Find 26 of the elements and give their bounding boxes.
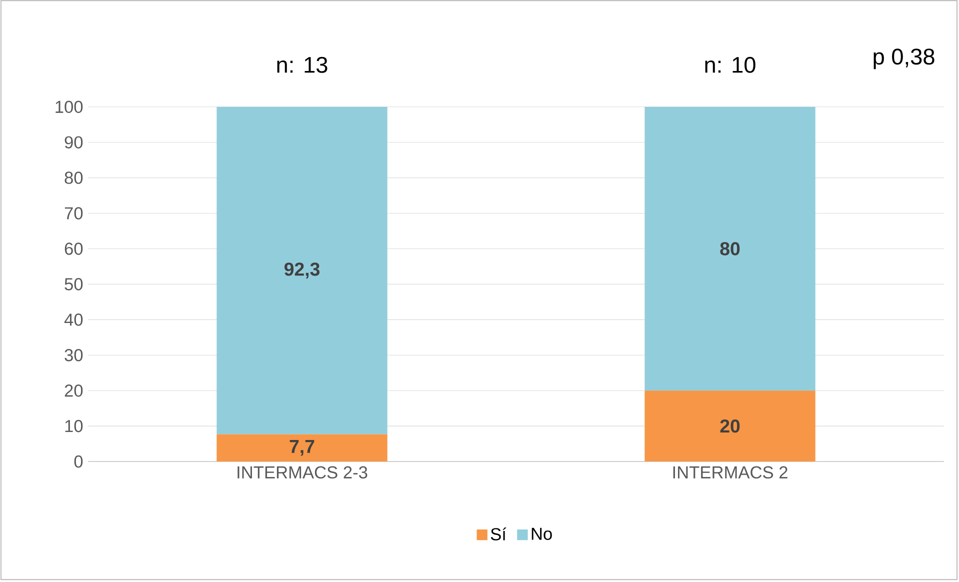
- data-label: 20: [720, 420, 740, 433]
- y-tick-label: 80: [64, 172, 83, 184]
- y-tick-label: 0: [74, 456, 83, 468]
- text: n: 10: [705, 57, 756, 74]
- data-label: 92,3: [284, 262, 320, 279]
- legend-label: Sí: [490, 528, 506, 541]
- x-tick-label: INTERMACS 2-3: [238, 466, 368, 479]
- bar: [644, 107, 816, 391]
- x-tick-label: INTERMACS 2: [673, 466, 788, 479]
- bar: [644, 390, 816, 462]
- y-tick-label: 100: [56, 100, 83, 114]
- y-tick-label: 20: [64, 384, 83, 397]
- data-label: 80: [720, 242, 740, 256]
- data-label: 7,7: [290, 440, 314, 456]
- y-tick-label: 30: [64, 349, 83, 362]
- y-tick-label: 10: [65, 420, 83, 432]
- y-tick-label: 70: [64, 207, 83, 220]
- y-tick-label: 50: [64, 278, 83, 291]
- bar: [216, 434, 388, 462]
- y-tick-label: 90: [64, 136, 83, 149]
- text: p 0,38: [874, 48, 934, 70]
- text: n: 13: [277, 57, 328, 74]
- y-tick-label: 60: [64, 242, 83, 256]
- bar: [216, 107, 388, 434]
- y-tick-label: 40: [64, 314, 83, 326]
- legend-label: No: [532, 528, 552, 540]
